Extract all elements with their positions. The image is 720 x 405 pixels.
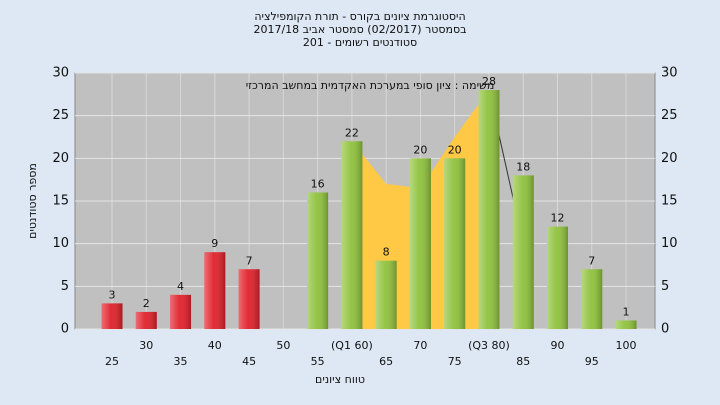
- bar-shine: [101, 303, 123, 329]
- data-label: 4: [177, 280, 184, 293]
- x-tick-label: 25: [105, 355, 119, 368]
- annotation: משימה : ציון סופי במערכת האקדמית במחשב ה…: [246, 79, 495, 92]
- data-label: 20: [448, 143, 462, 156]
- x-tick-label: 50: [276, 339, 290, 352]
- x-axis-label: טווח ציונים: [315, 373, 365, 386]
- y-tick-label: 15: [52, 194, 69, 209]
- data-label: 2: [143, 297, 150, 310]
- y-tick-label: 20: [52, 151, 69, 166]
- bar-shine: [375, 260, 397, 329]
- bar-shine: [135, 311, 157, 329]
- data-label: 18: [516, 160, 530, 173]
- x-tick-label: 30: [139, 339, 153, 352]
- x-tick-label: 65: [379, 355, 393, 368]
- x-tick-label: 100: [616, 339, 637, 352]
- y2-tick-label: 5: [661, 279, 669, 294]
- x-tick-label: 55: [311, 355, 325, 368]
- data-label: 20: [413, 143, 427, 156]
- bar-shine: [615, 320, 637, 329]
- data-label: 3: [109, 288, 116, 301]
- title-line: בסמסטר (02/2017) סמסטר אביב 2017/18: [253, 23, 466, 36]
- x-tick-label: (Q1 60): [331, 339, 373, 352]
- y-axis-label: מספר סטודנטים: [26, 163, 39, 239]
- data-label: 16: [311, 177, 325, 190]
- x-tick-label: 35: [174, 355, 188, 368]
- y2-tick-label: 10: [661, 236, 678, 251]
- data-label: 8: [383, 246, 390, 259]
- data-label: 22: [345, 126, 359, 139]
- title-line: סטודנטים רשומים - 201: [303, 36, 417, 49]
- x-tick-label: 85: [516, 355, 530, 368]
- data-label: 28: [482, 75, 496, 88]
- data-label: 1: [623, 305, 630, 318]
- x-tick-label: 90: [551, 339, 565, 352]
- x-tick-label: 45: [242, 355, 256, 368]
- bar-shine: [341, 141, 363, 329]
- bar-shine: [444, 158, 466, 329]
- y2-tick-label: 20: [661, 151, 678, 166]
- y-tick-label: 10: [52, 236, 69, 251]
- title-line: היסטוגרמת ציונים בקורס - תורת הקומפילציה: [254, 10, 465, 23]
- data-label: 9: [211, 237, 218, 250]
- bar-shine: [409, 158, 431, 329]
- bar-shine: [478, 90, 500, 329]
- data-label: 7: [588, 254, 595, 267]
- x-tick-label: 40: [208, 339, 222, 352]
- data-label: 7: [246, 254, 253, 267]
- y-tick-label: 30: [52, 66, 69, 81]
- y-tick-label: 25: [52, 108, 69, 123]
- bar-shine: [547, 226, 569, 329]
- x-tick-label: 95: [585, 355, 599, 368]
- bar-shine: [581, 269, 603, 329]
- y-tick-label: 0: [61, 322, 69, 337]
- data-label: 12: [551, 212, 565, 225]
- bar-shine: [307, 192, 329, 329]
- y2-tick-label: 15: [661, 194, 678, 209]
- y2-tick-label: 25: [661, 108, 678, 123]
- bar-shine: [512, 175, 534, 329]
- bar-shine: [204, 252, 226, 329]
- x-tick-label: 70: [413, 339, 427, 352]
- y-tick-label: 5: [61, 279, 69, 294]
- y2-tick-label: 30: [661, 66, 678, 81]
- x-tick-label: (Q3 80): [468, 339, 510, 352]
- bar-shine: [170, 294, 192, 329]
- y2-tick-label: 0: [661, 322, 669, 337]
- bar-shine: [238, 269, 260, 329]
- x-tick-label: 75: [448, 355, 462, 368]
